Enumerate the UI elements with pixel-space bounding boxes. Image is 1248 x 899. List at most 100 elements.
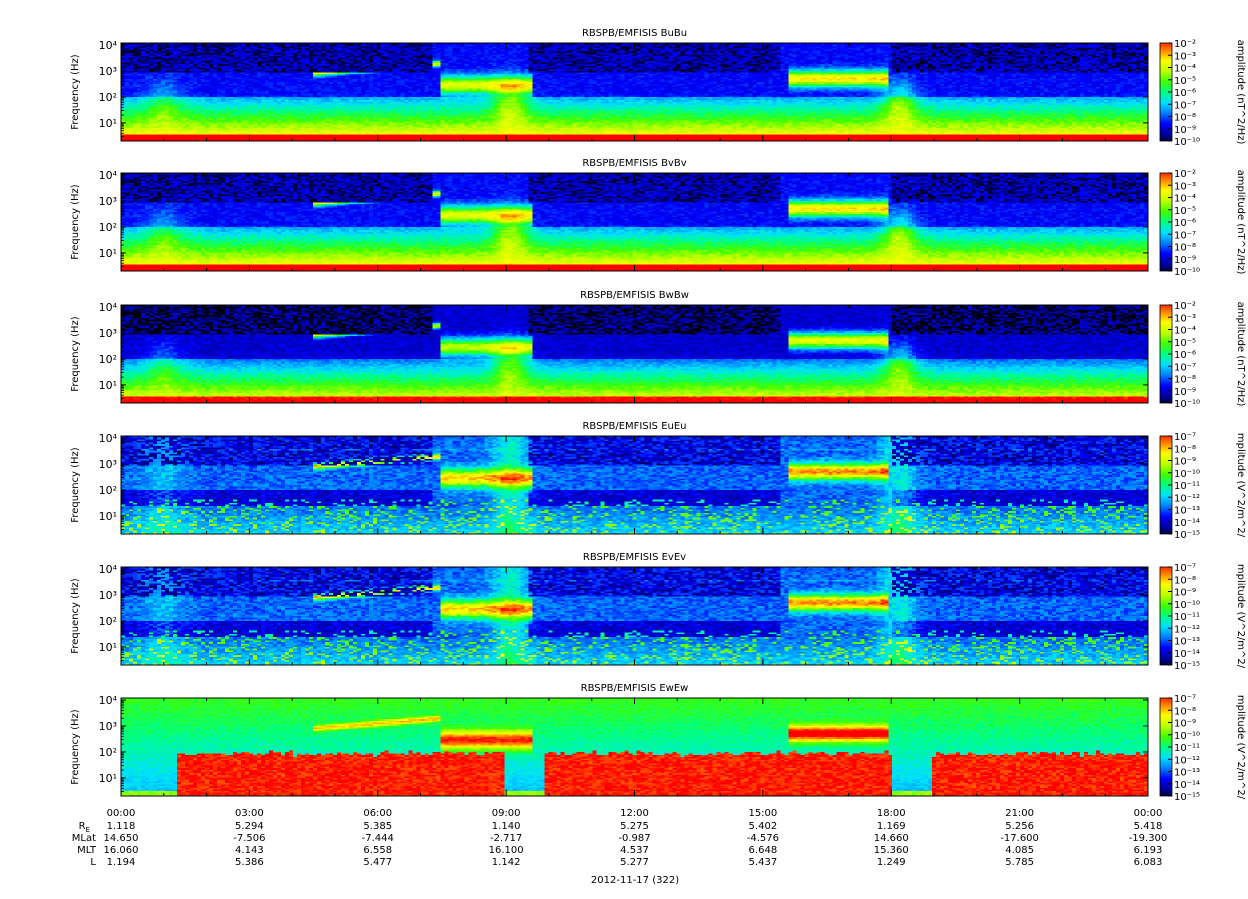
colorbar-tick-label: 10⁻¹⁰: [1174, 469, 1200, 480]
ephemeris-value: 5.437: [748, 857, 778, 868]
colorbar-label: amplitude (nT^2/Hz): [1235, 170, 1246, 275]
ephemeris-value: -7.444: [361, 833, 394, 844]
ephemeris-value: 6.083: [1133, 857, 1163, 868]
ephemeris-value: 5.418: [1133, 821, 1163, 832]
colorbar-tick-label: 10⁻⁴: [1174, 64, 1196, 75]
y-tick-label: 10⁴: [99, 432, 118, 445]
colorbar-tick-label: 10⁻⁹: [1174, 588, 1196, 599]
panel-1: RBSPB/EMFISIS BvBv Frequency (Hz) 10¹ 10² 10…: [70, 158, 1246, 278]
colorbar-tick-label: 10⁻¹⁵: [1174, 792, 1200, 803]
x-tick-label: 00:00: [107, 808, 136, 819]
ephemeris-value: 1.249: [876, 857, 906, 868]
spectrogram-image: [121, 173, 1148, 271]
ephemeris-value: -19.300: [1128, 833, 1168, 844]
colorbar-tick-label: 10⁻¹⁴: [1174, 780, 1200, 791]
ephemeris-row-label: MLT: [77, 845, 96, 856]
panel-title: RBSPB/EMFISIS EuEu: [582, 421, 686, 432]
ephemeris-value: 5.385: [363, 821, 393, 832]
y-tick-label: 10²: [99, 221, 117, 234]
y-tick-label: 10²: [99, 353, 117, 366]
ephemeris-value: -17.600: [1000, 833, 1039, 844]
colorbar-tick-label: 10⁻⁶: [1174, 350, 1196, 361]
colorbar-tick-label: 10⁻⁸: [1174, 375, 1196, 386]
panel-title: RBSPB/EMFISIS BuBu: [582, 28, 687, 39]
colorbar-tick-label: 10⁻¹⁰: [1174, 267, 1200, 278]
y-tick-label: 10³: [99, 458, 117, 471]
ephemeris-value: 5.275: [620, 821, 649, 832]
ephemeris-value: 4.537: [620, 845, 649, 856]
colorbar-tick-label: 10⁻⁸: [1174, 444, 1196, 455]
ephemeris-value: 4.085: [1005, 845, 1034, 856]
spectrogram-image: [121, 567, 1148, 665]
y-tick-label: 10²: [99, 484, 117, 497]
ephemeris-value: 5.294: [235, 821, 264, 832]
ephemeris-value: 14.650: [103, 833, 139, 844]
colorbar-tick-label: 10⁻⁷: [1174, 362, 1196, 373]
colorbar-tick-label: 10⁻⁶: [1174, 88, 1196, 99]
ephemeris-value: 1.142: [491, 857, 521, 868]
ephemeris-value: 16.060: [103, 845, 139, 856]
ephemeris-value: -4.576: [746, 833, 779, 844]
x-tick-label: 00:00: [1134, 808, 1163, 819]
ephemeris-value: 5.256: [1005, 821, 1034, 832]
ephemeris-value: 4.143: [235, 845, 264, 856]
panel-title: RBSPB/EMFISIS BwBw: [580, 290, 689, 301]
colorbar-tick-label: 10⁻⁷: [1174, 230, 1196, 241]
colorbar-tick-label: 10⁻³: [1174, 313, 1196, 324]
x-tick-label: 18:00: [877, 808, 906, 819]
colorbar-tick-label: 10⁻⁹: [1174, 457, 1196, 468]
colorbar-tick-label: 10⁻¹²: [1174, 624, 1200, 635]
panel-0: RBSPB/EMFISIS BuBu Frequency (Hz) 10¹ 10² 10…: [70, 28, 1246, 148]
ephemeris-value: 1.194: [106, 857, 136, 868]
x-tick-label: 15:00: [748, 808, 777, 819]
ephemeris-value: 5.402: [748, 821, 778, 832]
colorbar-tick-label: 10⁻¹⁵: [1174, 661, 1200, 672]
y-tick-label: 10¹: [99, 510, 117, 523]
colorbar-tick-label: 10⁻⁹: [1174, 387, 1196, 398]
time-axis: 00:00 03:00 06:00 09:00 12:00 15:00 18:00 21:00…: [107, 808, 1163, 819]
colorbar-tick-label: 10⁻²: [1174, 39, 1196, 50]
colorbar-label: mplitude (V^2/m^2/: [1235, 433, 1246, 538]
colorbar-tick-label: 10⁻⁷: [1174, 100, 1196, 111]
colorbar-tick-label: 10⁻⁵: [1174, 338, 1196, 349]
panel-title: RBSPB/EMFISIS EvEv: [583, 552, 686, 563]
colorbar-tick-label: 10⁻⁹: [1174, 125, 1196, 136]
y-tick-label: 10¹: [99, 772, 117, 785]
x-tick-label: 12:00: [620, 808, 649, 819]
colorbar-tick-label: 10⁻⁷: [1174, 432, 1196, 443]
spectrogram-image: [121, 305, 1148, 403]
colorbar-tick-label: 10⁻⁴: [1174, 326, 1196, 337]
ephemeris-value: 5.386: [235, 857, 264, 868]
y-tick-label: 10³: [99, 195, 117, 208]
r-subscript: E: [85, 826, 90, 834]
colorbar-tick-label: 10⁻⁹: [1174, 255, 1196, 266]
colorbar-tick-label: 10⁻⁷: [1174, 694, 1196, 705]
y-axis-label: Frequency (Hz): [70, 578, 81, 654]
y-tick-label: 10⁴: [99, 563, 118, 576]
colorbar-tick-label: 10⁻¹²: [1174, 493, 1200, 504]
colorbar-tick-label: 10⁻¹⁰: [1174, 600, 1200, 611]
y-tick-label: 10²: [99, 746, 117, 759]
ephemeris-row-label: L: [90, 857, 96, 868]
panels: RBSPB/EMFISIS BuBu Frequency (Hz) 10¹ 10² 10…: [70, 28, 1246, 803]
y-tick-label: 10²: [99, 615, 117, 628]
colorbar-tick-label: 10⁻²: [1174, 169, 1196, 180]
y-tick-label: 10⁴: [99, 694, 118, 707]
panel-4: RBSPB/EMFISIS EvEv Frequency (Hz) 10¹ 10² 10…: [70, 552, 1246, 672]
colorbar-tick-label: 10⁻¹¹: [1174, 743, 1200, 754]
colorbar-tick-label: 10⁻¹²: [1174, 755, 1200, 766]
spectrogram-image: [121, 436, 1148, 534]
y-axis-label: Frequency (Hz): [70, 184, 81, 260]
ephemeris-value: -7.506: [233, 833, 266, 844]
panel-3: RBSPB/EMFISIS EuEu Frequency (Hz) 10¹ 10² 10…: [70, 421, 1246, 541]
colorbar-tick-label: 10⁻⁴: [1174, 194, 1196, 205]
colorbar-label: amplitude (nT^2/Hz): [1235, 302, 1246, 407]
colorbar-tick-label: 10⁻¹³: [1174, 506, 1200, 517]
colorbar-tick-label: 10⁻¹⁴: [1174, 649, 1200, 660]
colorbar-tick-label: 10⁻³: [1174, 181, 1196, 192]
colorbar-tick-label: 10⁻¹³: [1174, 637, 1200, 648]
y-tick-label: 10³: [99, 720, 117, 733]
y-tick-label: 10¹: [99, 641, 117, 654]
y-tick-label: 10⁴: [99, 169, 118, 182]
ephemeris-value: 6.558: [363, 845, 393, 856]
